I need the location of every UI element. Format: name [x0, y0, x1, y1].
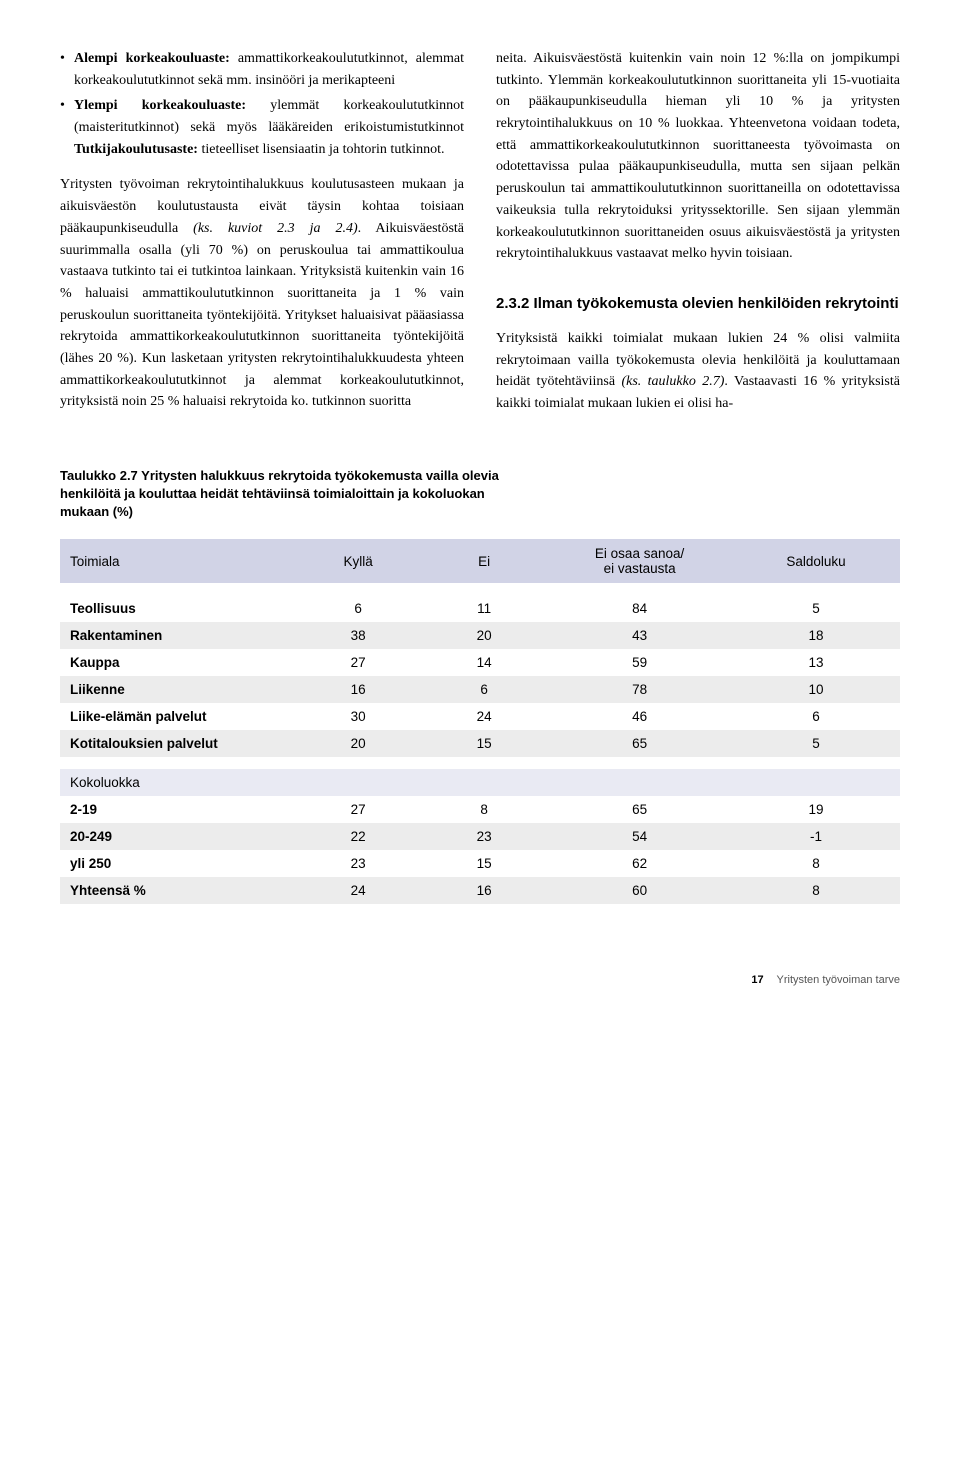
table-row: 20-249222354-1 [60, 823, 900, 850]
cell-value: 22 [295, 823, 421, 850]
cell-value: 54 [547, 823, 732, 850]
paragraph: neita. Aikuisväestöstä kuitenkin vain no… [496, 48, 900, 265]
table-caption: Taulukko 2.7 Yritysten halukkuus rekryto… [60, 467, 522, 522]
cell-value: 62 [547, 850, 732, 877]
cell-value: 8 [732, 877, 900, 904]
cell-value: 38 [295, 622, 421, 649]
row-label: 20-249 [60, 823, 295, 850]
cell-value: 46 [547, 703, 732, 730]
cell-value: 23 [421, 823, 547, 850]
cell-value: 5 [732, 730, 900, 757]
paragraph: Yritysten työvoiman rekrytointihalukkuus… [60, 174, 464, 413]
cell-value: -1 [732, 823, 900, 850]
cell-value: 13 [732, 649, 900, 676]
cell-value: 8 [421, 796, 547, 823]
cell-value: 78 [547, 676, 732, 703]
cell-value: 5 [732, 595, 900, 622]
row-label: Teollisuus [60, 595, 295, 622]
row-label: Liike-elämän palvelut [60, 703, 295, 730]
row-label: Kauppa [60, 649, 295, 676]
para-italic: (ks. taulukko 2.7) [621, 374, 724, 389]
bullet-bold: Tutkijakoulutusaste: [74, 142, 198, 157]
cell-value: 65 [547, 796, 732, 823]
cell-value: 16 [421, 877, 547, 904]
table-row: yli 2502315628 [60, 850, 900, 877]
paragraph: Yrityksistä kaikki toimialat mukaan luki… [496, 328, 900, 415]
cell-value: 65 [547, 730, 732, 757]
cell-value: 27 [295, 796, 421, 823]
table-row: Rakentaminen38204318 [60, 622, 900, 649]
bullet-list: Alempi korkeakouluaste: ammattikorkeakou… [60, 48, 464, 160]
data-table: Toimiala Kyllä Ei Ei osaa sanoa/ ei vast… [60, 539, 900, 904]
cell-value: 15 [421, 730, 547, 757]
row-label: yli 250 [60, 850, 295, 877]
table-row: 2-192786519 [60, 796, 900, 823]
cell-value: 10 [732, 676, 900, 703]
bullet-text: tieteelliset lisensiaatin ja tohtorin tu… [198, 142, 445, 157]
cell-value: 20 [295, 730, 421, 757]
table-row: Yhteensä %2416608 [60, 877, 900, 904]
bullet-bold: Ylempi korkeakouluaste: [74, 98, 246, 113]
bullet-item: Alempi korkeakouluaste: ammattikorkeakou… [60, 48, 464, 91]
row-label: Rakentaminen [60, 622, 295, 649]
cell-value: 24 [295, 877, 421, 904]
group-label: Kokoluokka [60, 769, 900, 796]
table-row: Teollisuus611845 [60, 595, 900, 622]
cell-value: 8 [732, 850, 900, 877]
row-label: 2-19 [60, 796, 295, 823]
table-head: Toimiala Kyllä Ei Ei osaa sanoa/ ei vast… [60, 539, 900, 583]
bullet-item: Ylempi korkeakouluaste: ylemmät korkeako… [60, 95, 464, 160]
col-header: Kyllä [295, 539, 421, 583]
cell-value: 30 [295, 703, 421, 730]
text-columns: Alempi korkeakouluaste: ammattikorkeakou… [60, 48, 900, 427]
col-header: Toimiala [60, 539, 295, 583]
cell-value: 24 [421, 703, 547, 730]
table-row: Liikenne1667810 [60, 676, 900, 703]
cell-value: 6 [421, 676, 547, 703]
page-number: 17 [751, 974, 763, 986]
right-column: neita. Aikuisväestöstä kuitenkin vain no… [496, 48, 900, 427]
cell-value: 11 [421, 595, 547, 622]
cell-value: 19 [732, 796, 900, 823]
cell-value: 23 [295, 850, 421, 877]
col-header: Ei [421, 539, 547, 583]
cell-value: 60 [547, 877, 732, 904]
cell-value: 6 [732, 703, 900, 730]
bullet-bold: Alempi korkeakouluaste: [74, 51, 230, 66]
cell-value: 27 [295, 649, 421, 676]
cell-value: 15 [421, 850, 547, 877]
row-label: Liikenne [60, 676, 295, 703]
cell-value: 18 [732, 622, 900, 649]
para-text: . Aikuisväestöstä suurimmalla osalla (yl… [60, 221, 464, 410]
cell-value: 84 [547, 595, 732, 622]
cell-value: 6 [295, 595, 421, 622]
table-row: Kotitalouksien palvelut2015655 [60, 730, 900, 757]
page-footer: 17 Yritysten työvoiman tarve [60, 974, 900, 986]
cell-value: 16 [295, 676, 421, 703]
left-column: Alempi korkeakouluaste: ammattikorkeakou… [60, 48, 464, 427]
row-label: Kotitalouksien palvelut [60, 730, 295, 757]
row-label: Yhteensä % [60, 877, 295, 904]
footer-text: Yritysten työvoiman tarve [777, 974, 901, 986]
col-header: Ei osaa sanoa/ ei vastausta [547, 539, 732, 583]
cell-value: 14 [421, 649, 547, 676]
section-heading: 2.3.2 Ilman työkokemusta olevien henkilö… [496, 293, 900, 314]
table-row: Kauppa27145913 [60, 649, 900, 676]
table-row: Liike-elämän palvelut3024466 [60, 703, 900, 730]
cell-value: 59 [547, 649, 732, 676]
table-body: Teollisuus611845Rakentaminen38204318Kaup… [60, 583, 900, 904]
cell-value: 20 [421, 622, 547, 649]
para-italic: (ks. kuviot 2.3 ja 2.4) [193, 221, 357, 236]
group-header-row: Kokoluokka [60, 769, 900, 796]
cell-value: 43 [547, 622, 732, 649]
col-header: Saldoluku [732, 539, 900, 583]
